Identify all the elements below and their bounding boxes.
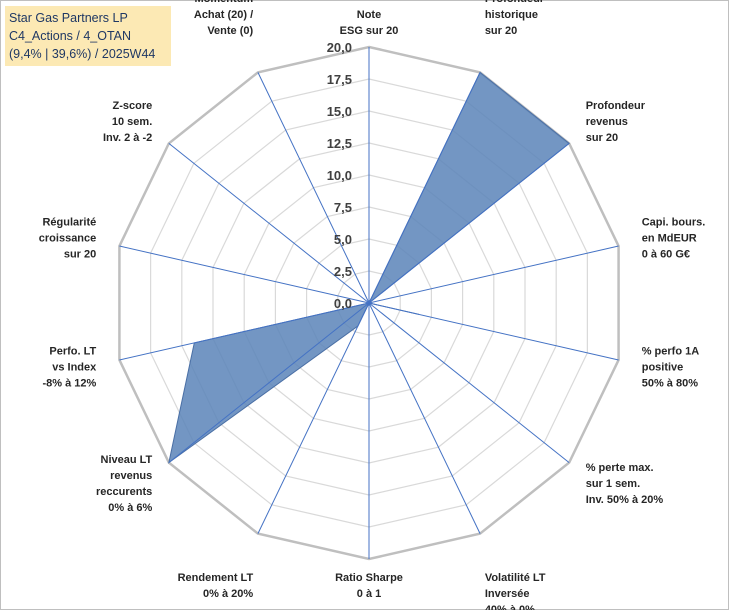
category-label-12-line-2: Inv. 2 à -2 xyxy=(103,132,152,144)
axis-spoke-5 xyxy=(368,302,570,464)
title-company: Star Gas Partners LP xyxy=(9,11,128,25)
category-label-13: Momentum Achat (20) / Vente (0) xyxy=(194,0,254,37)
axis-spoke-12 xyxy=(168,142,370,304)
category-label-7: Ratio Sharpe 0 à 1 xyxy=(335,572,403,600)
category-label-9-line-3: 0% à 6% xyxy=(108,502,152,514)
category-label-13-line-1: Achat (20) / xyxy=(194,9,253,21)
category-label-4-line-1: positive xyxy=(642,362,684,374)
axis-spoke-2 xyxy=(368,142,570,304)
tick-label-3: 7,5 xyxy=(334,200,352,215)
axis-spoke-11 xyxy=(119,245,370,304)
category-label-8-line-1: 0% à 20% xyxy=(203,588,253,600)
category-label-8-line-0: Rendement LT xyxy=(178,572,254,584)
axis-spoke-4 xyxy=(368,302,619,361)
category-label-10-line-1: vs Index xyxy=(52,362,97,374)
axis-spoke-1 xyxy=(368,72,481,304)
category-label-3-line-0: Capi. bours. xyxy=(642,216,706,228)
category-label-4-line-2: 50% à 80% xyxy=(642,378,698,390)
axis-spoke-3 xyxy=(368,245,619,304)
category-label-0-line-1: ESG sur 20 xyxy=(340,25,399,37)
tick-label-4: 10,0 xyxy=(327,168,352,183)
title-stats: (9,4% | 39,6%) / 2025W44 xyxy=(9,47,156,61)
category-label-1-line-0: Profondeur xyxy=(485,0,545,5)
category-label-9: Niveau LT revenus reccurents 0% à 6% xyxy=(96,454,153,514)
tick-label-7: 17,5 xyxy=(327,72,352,87)
tick-label-1: 2,5 xyxy=(334,264,352,279)
category-label-6: Volatilité LT Inversée 40% à 0% xyxy=(485,572,546,610)
category-label-11-line-0: Régularité xyxy=(42,216,96,228)
category-label-13-line-0: Momentum xyxy=(195,0,254,5)
category-label-7-line-0: Ratio Sharpe xyxy=(335,572,403,584)
category-label-2: Profondeur revenus sur 20 xyxy=(586,100,646,144)
title-category: C4_Actions / 4_OTAN xyxy=(9,29,132,43)
category-label-1-line-2: sur 20 xyxy=(485,25,517,37)
category-label-4-line-0: % perfo 1A xyxy=(642,346,700,358)
category-label-7-line-1: 0 à 1 xyxy=(357,588,381,600)
category-label-3-line-1: en MdEUR xyxy=(642,232,697,244)
category-label-6-line-0: Volatilité LT xyxy=(485,572,546,584)
category-label-6-line-2: 40% à 0% xyxy=(485,604,535,610)
category-label-9-line-0: Niveau LT xyxy=(101,454,153,466)
category-label-3-line-2: 0 à 60 G€ xyxy=(642,248,690,260)
category-label-5-line-1: sur 1 sem. xyxy=(586,478,640,490)
category-label-0: Note ESG sur 20 xyxy=(340,9,399,37)
category-label-10: Perfo. LT vs Index -8% à 12% xyxy=(42,346,97,390)
category-label-12: Z-score 10 sem. Inv. 2 à -2 xyxy=(103,100,152,144)
tick-label-0: 0,0 xyxy=(334,296,352,311)
axis-spoke-9 xyxy=(168,302,370,464)
axis-spoke-6 xyxy=(368,302,481,534)
category-label-11-line-1: croissance xyxy=(39,232,96,244)
category-label-11-line-2: sur 20 xyxy=(64,248,96,260)
category-label-0-line-0: Note xyxy=(357,9,381,21)
category-label-6-line-1: Inversée xyxy=(485,588,530,600)
axis-spoke-8 xyxy=(257,302,370,534)
radial-tick-labels: 0,0 2,5 5,0 7,5 10,0 12,5 15,0 17,5 20,0 xyxy=(327,40,352,311)
chart-title-box: Star Gas Partners LP C4_Actions / 4_OTAN… xyxy=(5,6,171,66)
category-label-2-line-2: sur 20 xyxy=(586,132,618,144)
category-label-10-line-0: Perfo. LT xyxy=(49,346,96,358)
category-label-8: Rendement LT 0% à 20% xyxy=(178,572,254,600)
radar-axes xyxy=(119,47,619,559)
category-label-5-line-0: % perte max. xyxy=(586,462,654,474)
category-label-12-line-1: 10 sem. xyxy=(112,116,152,128)
axis-spoke-13 xyxy=(257,72,370,304)
tick-label-6: 15,0 xyxy=(327,104,352,119)
category-label-1: Profondeur historique sur 20 xyxy=(485,0,545,37)
category-label-2-line-0: Profondeur xyxy=(586,100,646,112)
category-label-2-line-1: revenus xyxy=(586,116,628,128)
axis-spoke-10 xyxy=(119,302,370,361)
category-label-5-line-2: Inv. 50% à 20% xyxy=(586,494,664,506)
category-labels: Note ESG sur 20 Profondeur historique sur 20… xyxy=(39,0,706,610)
category-label-10-line-2: -8% à 12% xyxy=(42,378,96,390)
category-label-4: % perfo 1A positive 50% à 80% xyxy=(642,346,700,390)
category-label-9-line-1: revenus xyxy=(110,470,152,482)
category-label-1-line-1: historique xyxy=(485,9,538,21)
category-label-13-line-2: Vente (0) xyxy=(207,25,253,37)
category-label-5: % perte max. sur 1 sem. Inv. 50% à 20% xyxy=(586,462,664,506)
category-label-9-line-2: reccurents xyxy=(96,486,152,498)
category-label-3: Capi. bours. en MdEUR 0 à 60 G€ xyxy=(642,216,706,260)
category-label-12-line-0: Z-score xyxy=(113,100,153,112)
tick-label-5: 12,5 xyxy=(327,136,352,151)
tick-label-2: 5,0 xyxy=(334,232,352,247)
category-label-11: Régularité croissance sur 20 xyxy=(39,216,96,260)
tick-label-8: 20,0 xyxy=(327,40,352,55)
